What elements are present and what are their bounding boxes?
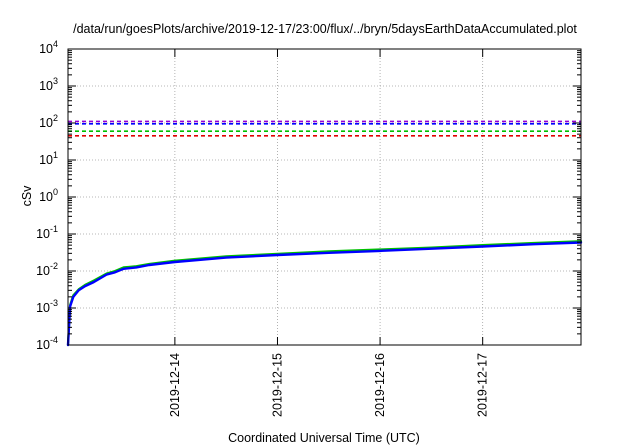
x-tick-label: 2019-12-15	[270, 353, 284, 417]
series-line	[66, 240, 583, 347]
y-tick-label: 10-1	[36, 224, 58, 241]
x-tick-label: 2019-12-14	[168, 353, 182, 417]
plot-area-frame	[67, 48, 582, 346]
x-axis-ticks: 2019-12-14 2019-12-15 2019-12-16 2019-12-17	[168, 49, 490, 417]
y-tick-label: 10-4	[36, 335, 58, 352]
x-tick-label: 2019-12-17	[476, 353, 490, 417]
y-tick-label: 101	[39, 150, 58, 167]
series-lines	[66, 240, 583, 347]
y-axis-label: cSv	[20, 185, 34, 207]
y-tick-label: 103	[39, 76, 58, 93]
y-tick-label: 100	[39, 187, 58, 204]
y-axis-ticks: 10-4 10-3 10-2 10-1 100 101 102 103 104	[36, 39, 581, 352]
y-tick-label: 104	[39, 39, 58, 56]
chart-title: /data/run/goesPlots/archive/2019-12-17/2…	[73, 22, 577, 36]
y-tick-label: 10-3	[36, 298, 58, 315]
grid	[68, 49, 581, 345]
y-tick-label: 102	[39, 113, 58, 130]
y-tick-label: 10-2	[36, 261, 58, 278]
reference-lines	[68, 120, 581, 137]
x-tick-label: 2019-12-16	[373, 353, 387, 417]
x-axis-label: Coordinated Universal Time (UTC)	[228, 431, 420, 445]
series-line	[66, 241, 583, 347]
